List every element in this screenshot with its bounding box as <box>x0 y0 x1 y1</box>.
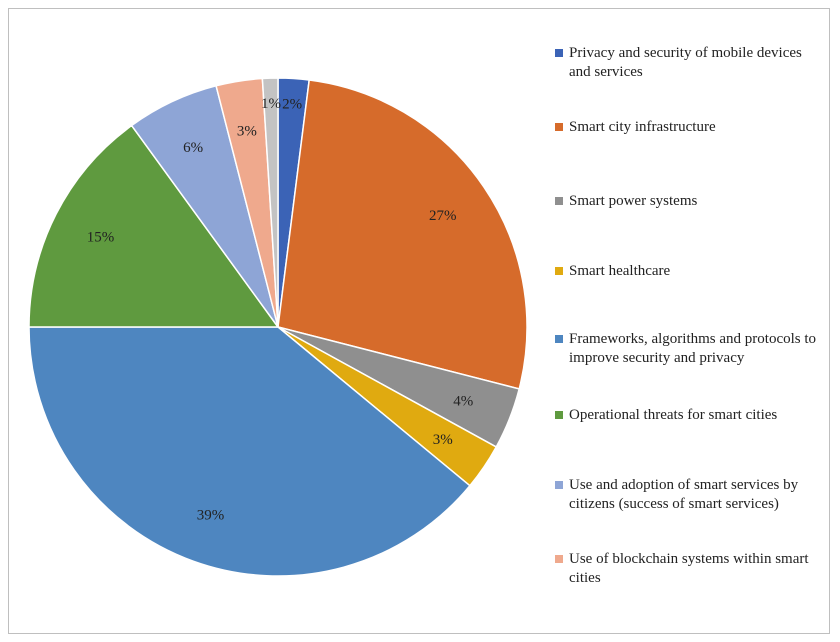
legend-item-3: Smart healthcare <box>555 262 825 281</box>
pie-value-labels: 2%27%4%3%39%15%6%3%1% <box>87 96 473 523</box>
legend-item-6: Use and adoption of smart services by ci… <box>555 476 825 514</box>
pie-slice-1 <box>277 79 528 390</box>
slice-value-label-0: 2% <box>282 96 302 112</box>
legend-swatch-7 <box>555 555 563 563</box>
legend-swatch-2 <box>555 197 563 205</box>
pie-slice-5 <box>28 124 280 328</box>
legend-label-7: Use of blockchain systems within smart c… <box>569 551 809 586</box>
pie-slice-4 <box>28 326 471 577</box>
legend-swatch-0 <box>555 49 563 57</box>
legend-swatch-5 <box>555 411 563 419</box>
slice-value-label-5: 15% <box>87 230 115 246</box>
slice-value-label-2: 4% <box>453 393 473 409</box>
legend-label-6: Use and adoption of smart services by ci… <box>569 477 799 512</box>
legend-item-1: Smart city infrastructure <box>555 118 825 137</box>
legend-item-7: Use of blockchain systems within smart c… <box>555 550 825 588</box>
slice-value-label-6: 6% <box>183 140 203 156</box>
legend-label-2: Smart power systems <box>569 193 698 209</box>
slice-value-label-1: 27% <box>429 208 457 224</box>
legend-label-5: Operational threats for smart cities <box>569 407 778 423</box>
legend-swatch-4 <box>555 335 563 343</box>
legend-label-4: Frameworks, algorithms and protocols to … <box>569 331 817 366</box>
legend-swatch-3 <box>555 267 563 275</box>
pie-slices <box>28 77 528 577</box>
legend-swatch-1 <box>555 123 563 131</box>
legend-label-0: Privacy and security of mobile devices a… <box>569 45 802 80</box>
slice-value-label-8: 1% <box>261 96 281 112</box>
legend-swatch-6 <box>555 481 563 489</box>
legend-label-3: Smart healthcare <box>569 263 671 279</box>
legend-item-4: Frameworks, algorithms and protocols to … <box>555 330 825 368</box>
pie-slice-8 <box>261 77 279 328</box>
legend-item-5: Operational threats for smart cities <box>555 406 825 425</box>
legend-item-0: Privacy and security of mobile devices a… <box>555 44 825 82</box>
slice-value-label-3: 3% <box>433 432 453 448</box>
legend-item-2: Smart power systems <box>555 192 825 211</box>
legend-label-1: Smart city infrastructure <box>569 119 716 135</box>
slice-value-label-4: 39% <box>197 507 225 523</box>
slice-value-label-7: 3% <box>237 123 257 139</box>
